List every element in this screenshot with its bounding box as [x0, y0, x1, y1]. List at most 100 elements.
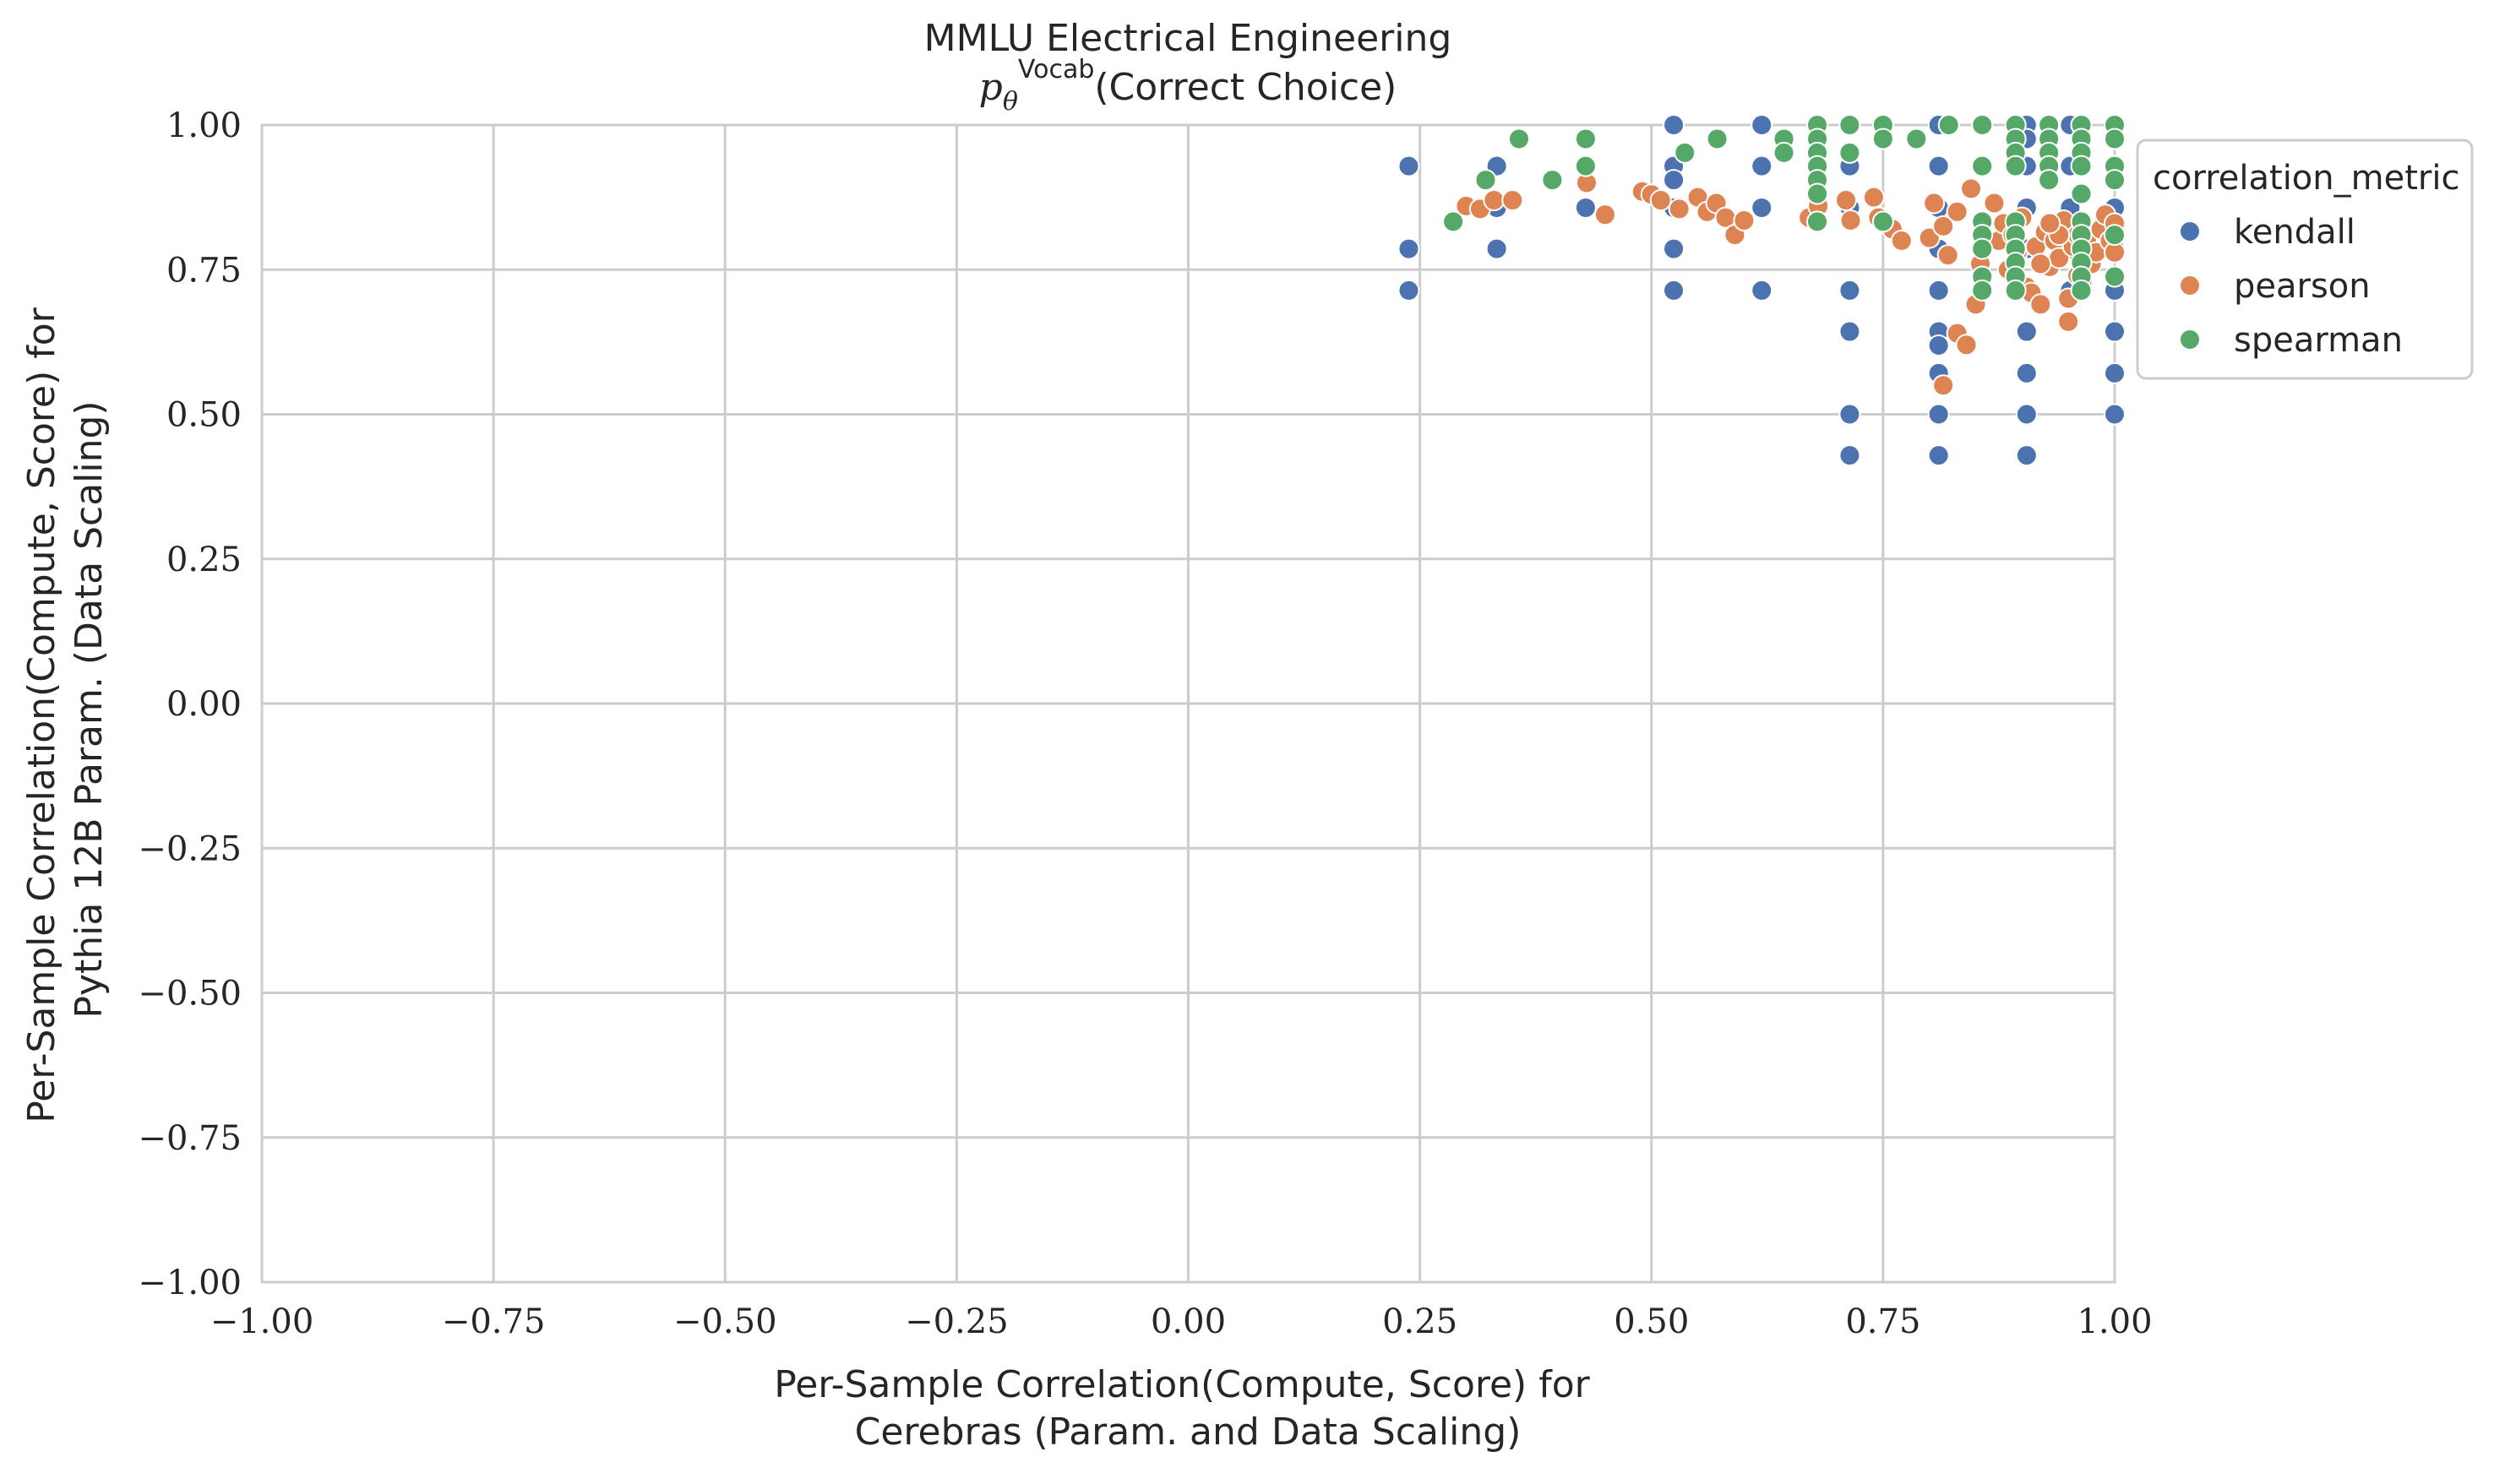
spearman-point: [1772, 141, 1795, 164]
x-tick-labels: −1.00 −0.75 −0.50 −0.25 0.00 0.25 0.50 0.75 1.00: [210, 1302, 2153, 1341]
y-tick-label: 0.75: [166, 251, 242, 290]
pearson-point: [2029, 253, 2052, 275]
pearson-point: [1862, 186, 1885, 209]
spearman-point: [1971, 155, 1994, 177]
spearman-point: [2038, 169, 2061, 192]
kendall-point: [2104, 361, 2126, 384]
pearson-point: [1501, 189, 1524, 212]
pearson-point: [2057, 310, 2080, 333]
kendall-point: [1397, 279, 1420, 302]
kendall-point: [2015, 403, 2038, 426]
spearman-point: [1507, 128, 1530, 150]
plot-frame: [260, 123, 2116, 1284]
x-tick-label: −1.00: [210, 1302, 314, 1341]
pearson-point: [1593, 204, 1616, 226]
spearman-point: [1574, 128, 1597, 150]
spearman-point: [2104, 128, 2126, 150]
legend: correlation_metric kendall pearson spearma…: [2136, 139, 2474, 380]
kendall-point: [1663, 279, 1685, 302]
spearman-point: [1474, 169, 1497, 192]
x-tick-label: 0.25: [1382, 1302, 1457, 1341]
pearson-point: [1483, 189, 1506, 212]
spearman-point: [1838, 141, 1861, 164]
kendall-point: [1927, 155, 1950, 177]
y-tick-label: 0.00: [166, 685, 242, 724]
kendall-point: [2015, 444, 2038, 467]
spearman-point: [1937, 114, 1960, 136]
x-tick-label: −0.75: [442, 1302, 546, 1341]
series-spearman: [1442, 114, 2126, 302]
legend-label-kendall: kendall: [2234, 213, 2355, 252]
x-axis-label-line1: Per-Sample Correlation(Compute, Score) f…: [774, 1363, 1590, 1406]
legend-marker-spearman: [2179, 329, 2201, 351]
pearson-point: [1835, 189, 1858, 212]
y-tick-label: −1.00: [138, 1264, 242, 1302]
spearman-point: [1574, 155, 1597, 177]
y-tick-label: −0.75: [138, 1119, 242, 1158]
spearman-point: [2104, 169, 2126, 192]
kendall-point: [1838, 279, 1861, 302]
spearman-point: [2104, 265, 2126, 288]
kendall-point: [1927, 403, 1950, 426]
legend-title: correlation_metric: [2153, 159, 2459, 198]
pearson-point: [1649, 189, 1672, 212]
spearman-point: [1674, 141, 1696, 164]
y-tick-labels: −1.00 −0.75 −0.50 −0.25 0.00 0.25 0.50 0.75 1.00: [138, 106, 242, 1302]
pearson-point: [1733, 209, 1756, 232]
pearson-point: [1932, 215, 1955, 237]
kendall-point: [1927, 444, 1950, 467]
pearson-point: [1946, 200, 1969, 223]
kendall-point: [1751, 155, 1773, 177]
x-tick-label: 1.00: [2077, 1302, 2152, 1341]
spearman-point: [1971, 114, 1994, 136]
spearman-point: [1838, 114, 1861, 136]
spearman-point: [1871, 210, 1894, 233]
kendall-point: [2104, 403, 2126, 426]
legend-marker-pearson: [2179, 275, 2201, 296]
spearman-point: [1905, 128, 1928, 150]
kendall-point: [1838, 320, 1861, 343]
pearson-point: [1839, 209, 1862, 232]
kendall-point: [1663, 169, 1685, 192]
kendall-point: [2015, 361, 2038, 384]
kendall-point: [2015, 320, 2038, 343]
x-axis-label: Per-Sample Correlation(Compute, Score) f…: [774, 1363, 1601, 1454]
spearman-point: [1971, 279, 1994, 302]
pearson-point: [1983, 192, 2006, 215]
kendall-point: [1838, 403, 1861, 426]
spearman-point: [1541, 169, 1564, 192]
spearman-point: [2004, 155, 2027, 177]
legend-marker-kendall: [2179, 220, 2201, 242]
x-tick-label: 0.75: [1845, 1302, 1920, 1341]
spearman-point: [1806, 210, 1829, 233]
pearson-point: [1960, 177, 1983, 200]
x-tick-label: 0.00: [1151, 1302, 1226, 1341]
y-tick-label: −0.25: [138, 829, 242, 868]
spearman-point: [1871, 128, 1894, 150]
spearman-point: [2070, 155, 2093, 177]
spearman-point: [2070, 182, 2093, 205]
y-axis-label-line2: Pythia 12B Param. (Data Scaling): [68, 400, 111, 1018]
subtitle-superscript: Vocab: [1018, 55, 1094, 84]
legend-items: kendall pearson spearman: [2179, 213, 2403, 360]
kendall-point: [1838, 444, 1861, 467]
kendall-point: [1927, 279, 1950, 302]
kendall-point: [1663, 237, 1685, 260]
spearman-point: [2070, 279, 2093, 302]
kendall-point: [1927, 334, 1950, 356]
pearson-point: [2029, 293, 2052, 316]
x-tick-label: −0.50: [673, 1302, 777, 1341]
legend-label-pearson: pearson: [2234, 267, 2371, 306]
kendall-point: [1397, 155, 1420, 177]
y-tick-label: 0.25: [166, 541, 242, 579]
subtitle-base: p: [979, 66, 1003, 109]
x-tick-label: −0.25: [905, 1302, 1009, 1341]
grid: [260, 123, 2116, 1284]
y-tick-label: 1.00: [166, 106, 242, 145]
spearman-point: [2004, 279, 2027, 302]
pearson-point: [1890, 230, 1913, 252]
legend-frame: [2136, 139, 2474, 380]
spearman-point: [1971, 237, 1994, 260]
y-axis-label: Per-Sample Correlation(Compute, Score) f…: [20, 296, 111, 1123]
